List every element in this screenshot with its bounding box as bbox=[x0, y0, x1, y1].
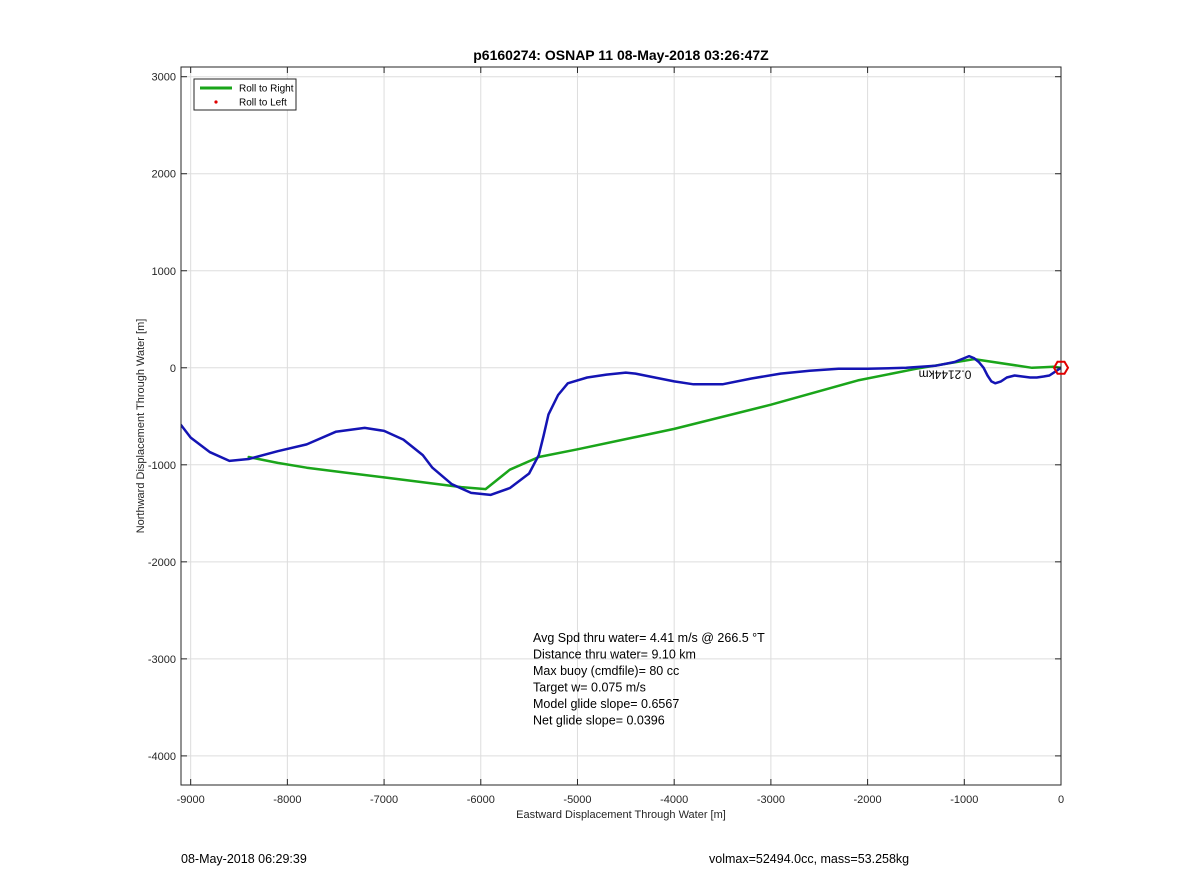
series-layer: 0.2144km bbox=[181, 354, 1061, 497]
footer-timestamp: 08-May-2018 06:29:39 bbox=[181, 852, 307, 866]
stats-line: Target w= 0.075 m/s bbox=[533, 681, 646, 695]
y-tick-label: 2000 bbox=[152, 169, 176, 181]
x-tick-label: -7000 bbox=[370, 794, 398, 806]
chart-title: p6160274: OSNAP 11 08-May-2018 03:26:47Z bbox=[473, 47, 769, 63]
x-tick-label: -1000 bbox=[950, 794, 978, 806]
y-tick-label: -2000 bbox=[148, 557, 176, 569]
stats-line: Max buoy (cmdfile)= 80 cc bbox=[533, 664, 679, 678]
x-tick-label: -4000 bbox=[660, 794, 688, 806]
y-tick-label: -1000 bbox=[148, 460, 176, 472]
legend-box bbox=[193, 78, 297, 111]
x-tick-label: 0 bbox=[1058, 794, 1064, 806]
x-tick-label: -5000 bbox=[563, 794, 591, 806]
target-marker bbox=[1052, 360, 1070, 375]
legend-label: Roll to Left bbox=[239, 98, 287, 109]
stats-line: Distance thru water= 9.10 km bbox=[533, 648, 696, 662]
axes-box bbox=[180, 66, 1062, 786]
x-tick-label: -2000 bbox=[854, 794, 882, 806]
stats-line: Net glide slope= 0.0396 bbox=[533, 714, 665, 728]
x-tick-label: -8000 bbox=[273, 794, 301, 806]
x-tick-label: -3000 bbox=[757, 794, 785, 806]
stats-annotation: Avg Spd thru water= 4.41 m/s @ 266.5 °T D… bbox=[533, 631, 765, 728]
x-tick-label: -9000 bbox=[177, 794, 205, 806]
series-line-track bbox=[181, 354, 1061, 497]
x-axis-label: Eastward Displacement Through Water [m] bbox=[516, 809, 726, 821]
y-tick-label: 0 bbox=[170, 363, 176, 375]
legend-swatch-roll-to-left bbox=[214, 100, 218, 104]
y-axis-label: Northward Displacement Through Water [m] bbox=[135, 319, 147, 534]
track-label: 0.2144km bbox=[919, 368, 972, 382]
y-tick-label: -4000 bbox=[148, 751, 176, 763]
y-tick-label: -3000 bbox=[148, 654, 176, 666]
x-tick-label: -6000 bbox=[467, 794, 495, 806]
y-tick-label: 3000 bbox=[152, 72, 176, 84]
footer-volmax-mass: volmax=52494.0cc, mass=53.258kg bbox=[709, 852, 910, 866]
legend-label: Roll to Right bbox=[239, 84, 294, 95]
tick-layer: -9000 -8000 -7000 -6000 -5000 -4000 -3000 -2000… bbox=[148, 67, 1064, 806]
legend: Roll to Right Roll to Left bbox=[193, 78, 297, 111]
y-tick-label: 1000 bbox=[152, 266, 176, 278]
stats-line: Model glide slope= 0.6567 bbox=[533, 697, 679, 711]
grid bbox=[181, 67, 1062, 785]
stats-line: Avg Spd thru water= 4.41 m/s @ 266.5 °T bbox=[533, 631, 765, 645]
